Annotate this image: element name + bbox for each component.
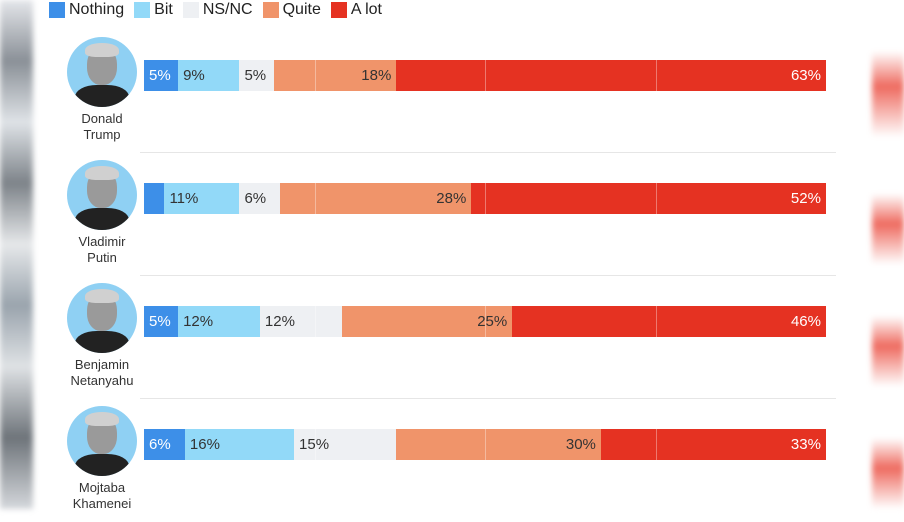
legend-swatch-alot (330, 2, 347, 18)
legend-item-bit: Bit (134, 1, 173, 19)
category-label: Vladimir Putin (62, 234, 142, 266)
bar-segment-bit: 11% (164, 183, 240, 214)
bar-segment-nsnc: 6% (239, 183, 281, 214)
category-label: Mojtaba Khamenei (62, 480, 142, 512)
legend-label-alot: A lot (350, 1, 382, 18)
category-label-line: Donald (81, 111, 123, 126)
blurred-background-right (872, 0, 904, 509)
data-label: 12% (183, 313, 214, 330)
category-label: Benjamin Netanyahu (62, 357, 142, 389)
chart-row: Benjamin Netanyahu 5% 12% 12% 25% 46% (40, 277, 840, 399)
legend-swatch-bit (134, 2, 151, 18)
data-label: 5% (149, 67, 171, 84)
category-label-line: Putin (87, 250, 117, 265)
chart-legend: Nothing Bit NS/NC Quite A lot (49, 0, 382, 20)
bar-segment-alot: 63% (396, 60, 826, 91)
chart-row: Mojtaba Khamenei 6% 16% 15% 30% 33% (40, 400, 840, 522)
avatar-photo (67, 283, 137, 353)
category-label-line: Benjamin (74, 357, 130, 372)
row-divider (140, 398, 836, 399)
data-label: 6% (149, 436, 171, 453)
legend-label-nothing: Nothing (69, 1, 125, 18)
stacked-bar: 11% 6% 28% 52% (144, 183, 826, 214)
bar-segment-nothing: 5% (144, 60, 179, 91)
data-label: 11% (169, 190, 199, 207)
stacked-bar: 6% 16% 15% 30% 33% (144, 429, 826, 460)
bar-segment-nsnc: 15% (294, 429, 397, 460)
legend-label-bit: Bit (154, 1, 173, 18)
avatar-photo (67, 37, 137, 107)
legend-item-quite: Quite (262, 1, 321, 19)
bar-segment-quite: 25% (341, 306, 513, 337)
category-label-line: Trump (83, 127, 121, 142)
data-label: 63% (790, 67, 821, 84)
legend-swatch-nsnc (182, 2, 199, 18)
bar-segment-nothing: 6% (144, 429, 185, 460)
data-label: 46% (790, 313, 821, 330)
category-label-line: Vladimir (78, 234, 126, 249)
bar-segment-alot: 52% (471, 183, 826, 214)
data-label: 6% (244, 190, 267, 207)
bar-segment-nothing: 5% (144, 306, 179, 337)
data-label: 52% (790, 190, 821, 207)
legend-swatch-nothing (49, 2, 65, 18)
bar-segment-quite: 28% (280, 183, 472, 214)
row-divider (140, 275, 836, 276)
category-label: Donald Trump (62, 111, 142, 143)
data-label: 25% (477, 313, 508, 330)
stacked-bar: 5% 12% 12% 25% 46% (144, 306, 826, 337)
data-label: 16% (189, 436, 220, 453)
stacked-bar: 5% 9% 5% 18% 63% (144, 60, 826, 91)
bar-segment-nothing (144, 183, 165, 214)
row-divider (140, 152, 836, 153)
legend-item-nothing: Nothing (49, 1, 124, 19)
data-label: 28% (436, 190, 467, 207)
avatar-photo (67, 406, 137, 476)
category-label-line: Netanyahu (70, 373, 134, 388)
bar-segment-bit: 16% (184, 429, 295, 460)
data-label: 12% (264, 313, 295, 330)
category-label-line: Mojtaba (78, 480, 126, 495)
category-label-line: Khamenei (72, 496, 132, 511)
data-label: 5% (149, 313, 171, 330)
bar-segment-alot: 33% (600, 429, 826, 460)
chart-row: Vladimir Putin 11% 6% 28% 52% (40, 154, 840, 276)
blurred-background-left (0, 0, 33, 509)
data-label: 18% (361, 67, 392, 84)
legend-item-alot: A lot (330, 1, 382, 19)
bar-segment-bit: 9% (178, 60, 240, 91)
avatar-photo (67, 160, 137, 230)
bar-segment-nsnc: 12% (259, 306, 342, 337)
bar-segment-alot: 46% (512, 306, 826, 337)
data-label: 15% (299, 436, 330, 453)
bar-segment-bit: 12% (178, 306, 260, 337)
legend-swatch-quite (262, 2, 279, 18)
bar-segment-quite: 18% (273, 60, 397, 91)
data-label: 5% (244, 67, 267, 84)
bar-segment-nsnc: 5% (239, 60, 274, 91)
legend-label-nsnc: NS/NC (202, 1, 253, 18)
data-label: 9% (183, 67, 205, 84)
legend-item-nsnc: NS/NC (182, 1, 253, 19)
data-label: 33% (790, 436, 821, 453)
bar-segment-quite: 30% (396, 429, 601, 460)
legend-label-quite: Quite (282, 1, 321, 18)
chart-row: Donald Trump 5% 9% 5% 18% 63% (40, 31, 840, 153)
data-label: 30% (565, 436, 596, 453)
